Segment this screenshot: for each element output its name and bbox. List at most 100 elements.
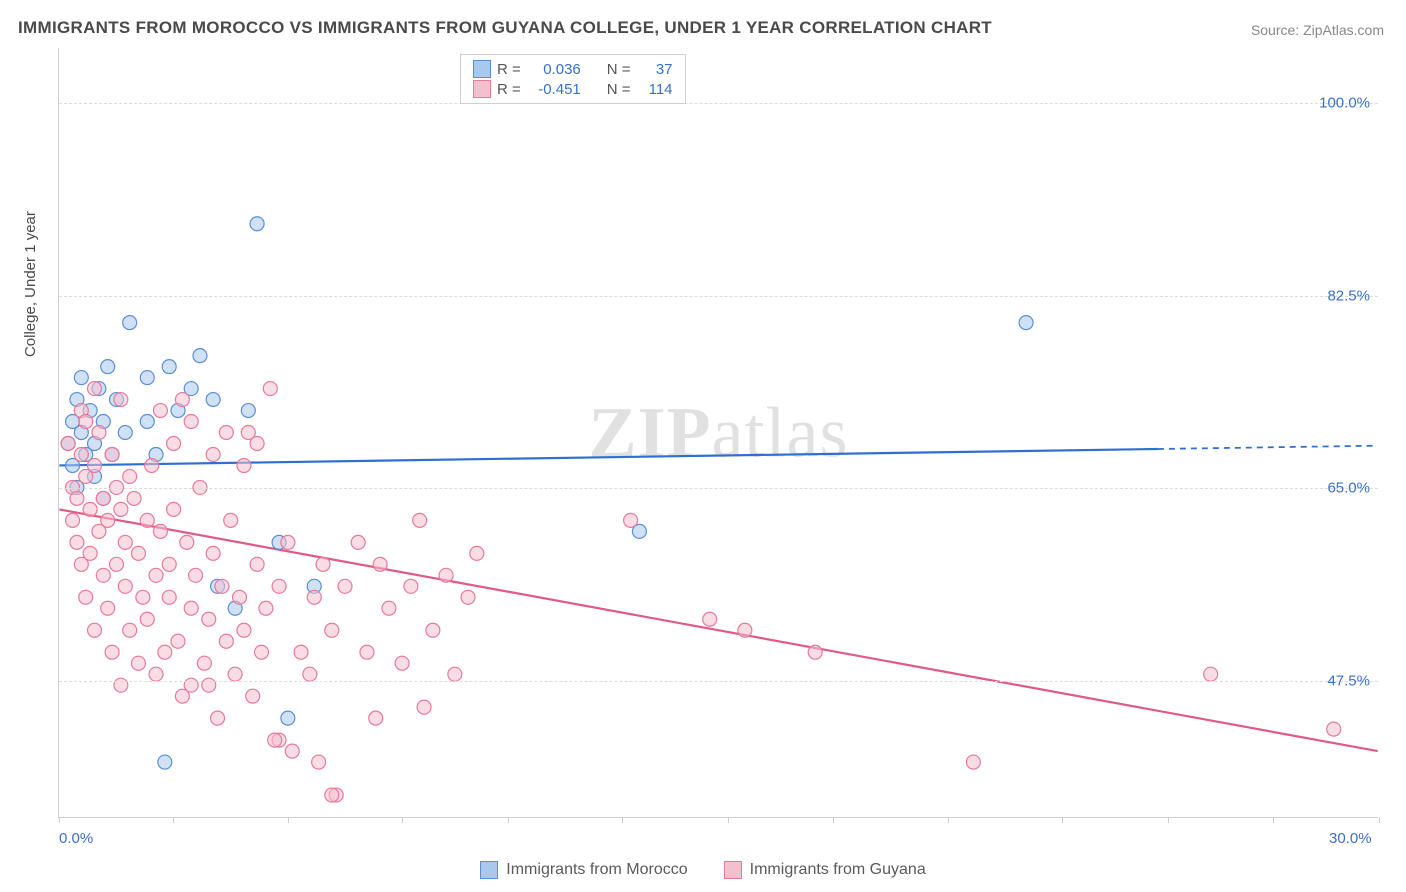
- legend-series: Immigrants from Morocco Immigrants from G…: [0, 861, 1406, 884]
- data-point-guyana: [105, 645, 119, 659]
- data-point-guyana: [228, 667, 242, 681]
- data-point-morocco: [193, 349, 207, 363]
- y-tick-label: 100.0%: [1319, 95, 1370, 112]
- r-label: R =: [497, 61, 521, 78]
- data-point-guyana: [395, 656, 409, 670]
- data-point-guyana: [373, 557, 387, 571]
- data-point-guyana: [206, 447, 220, 461]
- data-point-guyana: [255, 645, 269, 659]
- data-point-guyana: [162, 590, 176, 604]
- data-point-guyana: [140, 513, 154, 527]
- data-point-guyana: [285, 744, 299, 758]
- data-point-guyana: [439, 568, 453, 582]
- data-point-guyana: [175, 393, 189, 407]
- legend-stats-row-morocco: R =0.036N =37: [473, 59, 673, 79]
- n-value-morocco: 37: [637, 61, 673, 78]
- r-label: R =: [497, 81, 521, 98]
- data-point-guyana: [66, 513, 80, 527]
- data-point-morocco: [140, 371, 154, 385]
- data-point-guyana: [268, 733, 282, 747]
- data-point-guyana: [131, 546, 145, 560]
- data-point-guyana: [351, 535, 365, 549]
- data-point-guyana: [167, 436, 181, 450]
- data-point-guyana: [703, 612, 717, 626]
- data-point-guyana: [79, 415, 93, 429]
- data-point-guyana: [219, 634, 233, 648]
- r-value-guyana: -0.451: [527, 81, 581, 98]
- data-point-morocco: [206, 393, 220, 407]
- data-point-guyana: [70, 491, 84, 505]
- data-point-guyana: [118, 579, 132, 593]
- data-point-guyana: [250, 436, 264, 450]
- data-point-guyana: [808, 645, 822, 659]
- data-point-guyana: [738, 623, 752, 637]
- data-point-morocco: [74, 371, 88, 385]
- legend-label-guyana: Immigrants from Guyana: [750, 861, 926, 879]
- data-point-guyana: [1204, 667, 1218, 681]
- data-point-morocco: [140, 415, 154, 429]
- data-point-guyana: [162, 557, 176, 571]
- x-tick: [288, 817, 289, 823]
- data-point-morocco: [162, 360, 176, 374]
- data-point-morocco: [250, 217, 264, 231]
- scatter-points: [59, 48, 1378, 817]
- data-point-guyana: [312, 755, 326, 769]
- legend-label-morocco: Immigrants from Morocco: [506, 861, 687, 879]
- x-tick: [622, 817, 623, 823]
- data-point-morocco: [281, 711, 295, 725]
- y-tick-label: 65.0%: [1327, 480, 1370, 497]
- data-point-guyana: [382, 601, 396, 615]
- x-tick: [1379, 817, 1380, 823]
- data-point-guyana: [303, 667, 317, 681]
- data-point-guyana: [88, 382, 102, 396]
- data-point-guyana: [219, 426, 233, 440]
- data-point-guyana: [88, 458, 102, 472]
- data-point-guyana: [470, 546, 484, 560]
- data-point-guyana: [88, 623, 102, 637]
- data-point-guyana: [246, 689, 260, 703]
- x-tick-label: 30.0%: [1329, 830, 1372, 847]
- data-point-guyana: [215, 579, 229, 593]
- chart-title: IMMIGRANTS FROM MOROCCO VS IMMIGRANTS FR…: [18, 18, 992, 38]
- x-tick: [1168, 817, 1169, 823]
- gridline: [59, 681, 1378, 682]
- data-point-guyana: [79, 590, 93, 604]
- data-point-guyana: [448, 667, 462, 681]
- data-point-guyana: [206, 546, 220, 560]
- data-point-guyana: [224, 513, 238, 527]
- data-point-morocco: [1019, 316, 1033, 330]
- data-point-guyana: [61, 436, 75, 450]
- data-point-guyana: [158, 645, 172, 659]
- data-point-guyana: [233, 590, 247, 604]
- data-point-guyana: [184, 601, 198, 615]
- y-axis-title: College, Under 1 year: [22, 211, 39, 357]
- x-tick: [1062, 817, 1063, 823]
- data-point-guyana: [92, 426, 106, 440]
- data-point-guyana: [101, 513, 115, 527]
- data-point-guyana: [202, 612, 216, 626]
- data-point-guyana: [211, 711, 225, 725]
- data-point-guyana: [127, 491, 141, 505]
- data-point-guyana: [140, 612, 154, 626]
- data-point-guyana: [131, 656, 145, 670]
- data-point-guyana: [316, 557, 330, 571]
- swatch-morocco: [473, 60, 491, 78]
- data-point-guyana: [426, 623, 440, 637]
- data-point-morocco: [118, 426, 132, 440]
- data-point-guyana: [325, 623, 339, 637]
- data-point-guyana: [167, 502, 181, 516]
- n-label: N =: [607, 81, 631, 98]
- data-point-guyana: [404, 579, 418, 593]
- data-point-guyana: [136, 590, 150, 604]
- data-point-guyana: [237, 623, 251, 637]
- x-tick: [728, 817, 729, 823]
- x-tick: [1273, 817, 1274, 823]
- data-point-guyana: [83, 502, 97, 516]
- data-point-guyana: [263, 382, 277, 396]
- data-point-guyana: [74, 447, 88, 461]
- data-point-guyana: [153, 404, 167, 418]
- data-point-guyana: [189, 568, 203, 582]
- data-point-guyana: [461, 590, 475, 604]
- data-point-guyana: [123, 623, 137, 637]
- data-point-guyana: [197, 656, 211, 670]
